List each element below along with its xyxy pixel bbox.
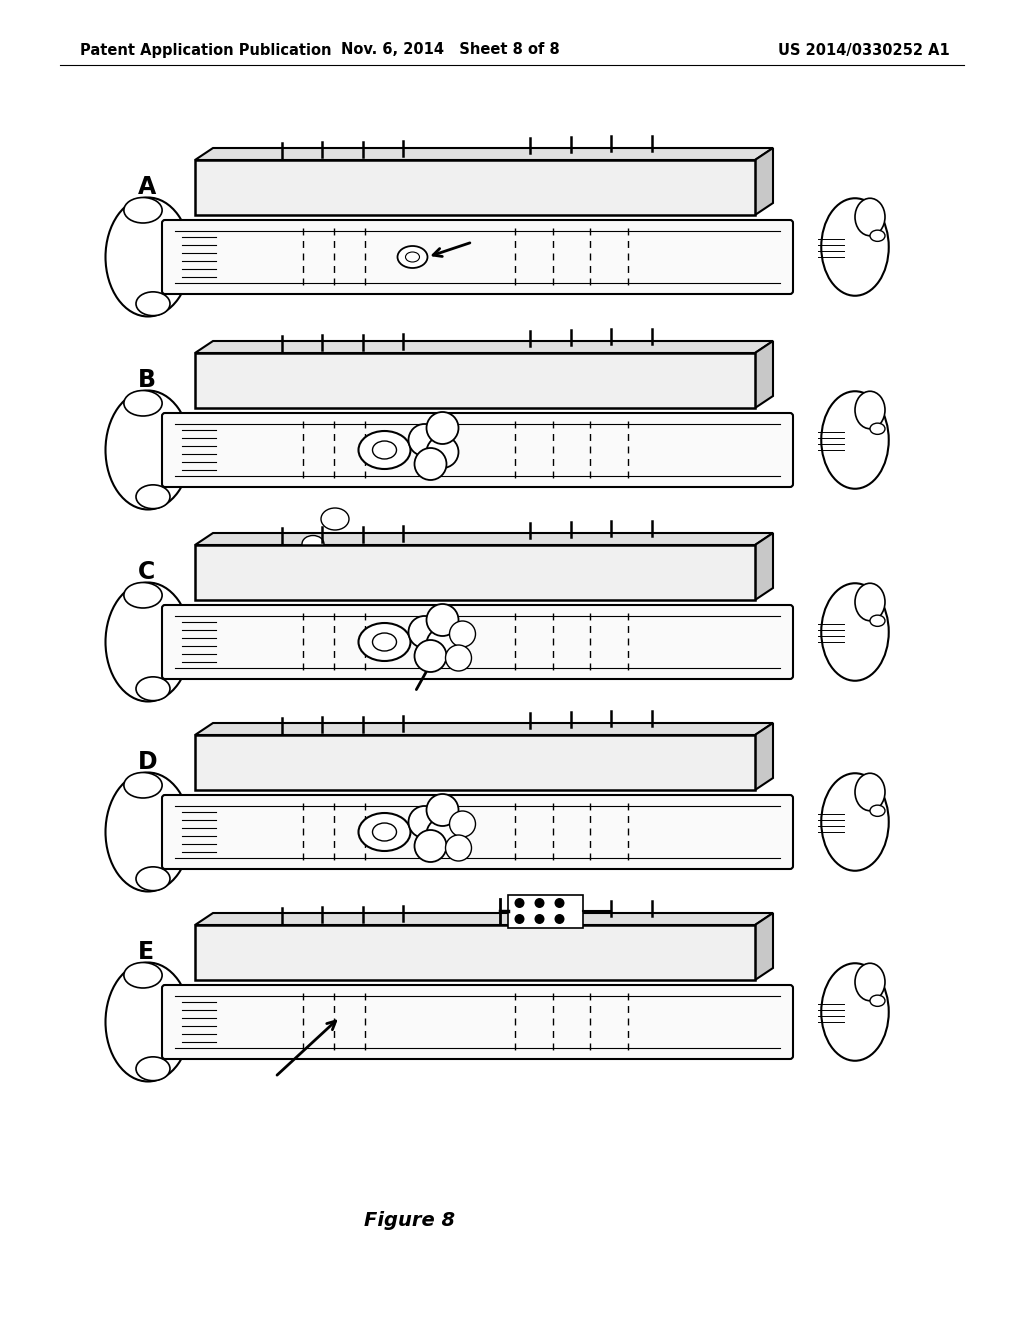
Polygon shape bbox=[755, 723, 773, 789]
Bar bbox=[195, 160, 755, 215]
Polygon shape bbox=[755, 533, 773, 601]
Ellipse shape bbox=[321, 508, 349, 531]
FancyBboxPatch shape bbox=[162, 413, 793, 487]
Ellipse shape bbox=[821, 198, 889, 296]
Circle shape bbox=[427, 605, 459, 636]
Text: US 2014/0330252 A1: US 2014/0330252 A1 bbox=[778, 42, 950, 58]
Circle shape bbox=[450, 620, 475, 647]
Ellipse shape bbox=[358, 623, 411, 661]
Polygon shape bbox=[755, 148, 773, 215]
Circle shape bbox=[409, 424, 440, 455]
Circle shape bbox=[427, 412, 459, 444]
Circle shape bbox=[445, 645, 471, 671]
FancyBboxPatch shape bbox=[162, 220, 793, 294]
Ellipse shape bbox=[105, 962, 190, 1081]
Circle shape bbox=[415, 640, 446, 672]
Circle shape bbox=[427, 628, 459, 660]
Text: Nov. 6, 2014   Sheet 8 of 8: Nov. 6, 2014 Sheet 8 of 8 bbox=[341, 42, 559, 58]
Circle shape bbox=[555, 913, 564, 924]
Ellipse shape bbox=[373, 822, 396, 841]
Circle shape bbox=[427, 436, 459, 469]
Ellipse shape bbox=[124, 582, 162, 609]
Ellipse shape bbox=[855, 391, 885, 429]
Circle shape bbox=[445, 836, 471, 861]
Ellipse shape bbox=[855, 964, 885, 1001]
Ellipse shape bbox=[373, 634, 396, 651]
Text: E: E bbox=[138, 940, 155, 964]
Polygon shape bbox=[195, 913, 773, 925]
Text: D: D bbox=[138, 750, 158, 774]
Ellipse shape bbox=[406, 252, 420, 261]
Bar bbox=[195, 735, 755, 789]
Polygon shape bbox=[195, 723, 773, 735]
Circle shape bbox=[409, 616, 440, 648]
Ellipse shape bbox=[870, 615, 885, 627]
FancyBboxPatch shape bbox=[162, 795, 793, 869]
Text: B: B bbox=[138, 368, 156, 392]
Bar bbox=[195, 925, 755, 979]
Text: A: A bbox=[138, 176, 157, 199]
Polygon shape bbox=[195, 533, 773, 545]
Ellipse shape bbox=[870, 805, 885, 816]
Polygon shape bbox=[195, 341, 773, 352]
FancyBboxPatch shape bbox=[162, 985, 793, 1059]
Ellipse shape bbox=[373, 441, 396, 459]
Ellipse shape bbox=[358, 813, 411, 851]
Ellipse shape bbox=[105, 391, 190, 510]
Circle shape bbox=[415, 447, 446, 480]
Ellipse shape bbox=[358, 432, 411, 469]
Circle shape bbox=[427, 795, 459, 826]
FancyBboxPatch shape bbox=[162, 605, 793, 678]
Circle shape bbox=[555, 898, 564, 908]
Circle shape bbox=[450, 810, 475, 837]
Ellipse shape bbox=[821, 391, 889, 488]
Ellipse shape bbox=[855, 198, 885, 236]
Circle shape bbox=[427, 818, 459, 850]
Circle shape bbox=[514, 913, 524, 924]
Ellipse shape bbox=[136, 677, 170, 701]
Ellipse shape bbox=[136, 484, 170, 508]
Ellipse shape bbox=[870, 995, 885, 1006]
Ellipse shape bbox=[821, 774, 889, 871]
Circle shape bbox=[514, 898, 524, 908]
Ellipse shape bbox=[397, 246, 427, 268]
Ellipse shape bbox=[855, 774, 885, 810]
Ellipse shape bbox=[105, 582, 190, 701]
Polygon shape bbox=[195, 148, 773, 160]
Ellipse shape bbox=[870, 424, 885, 434]
Text: Patent Application Publication: Patent Application Publication bbox=[80, 42, 332, 58]
Circle shape bbox=[535, 913, 545, 924]
Ellipse shape bbox=[302, 536, 324, 553]
Ellipse shape bbox=[136, 1057, 170, 1081]
Ellipse shape bbox=[124, 391, 162, 416]
Ellipse shape bbox=[105, 198, 190, 317]
Ellipse shape bbox=[105, 772, 190, 891]
Circle shape bbox=[535, 898, 545, 908]
Ellipse shape bbox=[124, 198, 162, 223]
Ellipse shape bbox=[870, 230, 885, 242]
Ellipse shape bbox=[821, 583, 889, 681]
Ellipse shape bbox=[821, 964, 889, 1061]
Circle shape bbox=[409, 807, 440, 838]
Ellipse shape bbox=[855, 583, 885, 620]
Ellipse shape bbox=[124, 962, 162, 987]
Bar bbox=[195, 352, 755, 408]
Ellipse shape bbox=[124, 772, 162, 799]
Polygon shape bbox=[755, 913, 773, 979]
Text: Figure 8: Figure 8 bbox=[365, 1210, 456, 1229]
Ellipse shape bbox=[136, 292, 170, 315]
Polygon shape bbox=[755, 341, 773, 408]
Ellipse shape bbox=[136, 867, 170, 891]
Bar bbox=[195, 545, 755, 601]
Bar bbox=[508, 895, 583, 928]
Circle shape bbox=[415, 830, 446, 862]
Text: C: C bbox=[138, 560, 156, 583]
